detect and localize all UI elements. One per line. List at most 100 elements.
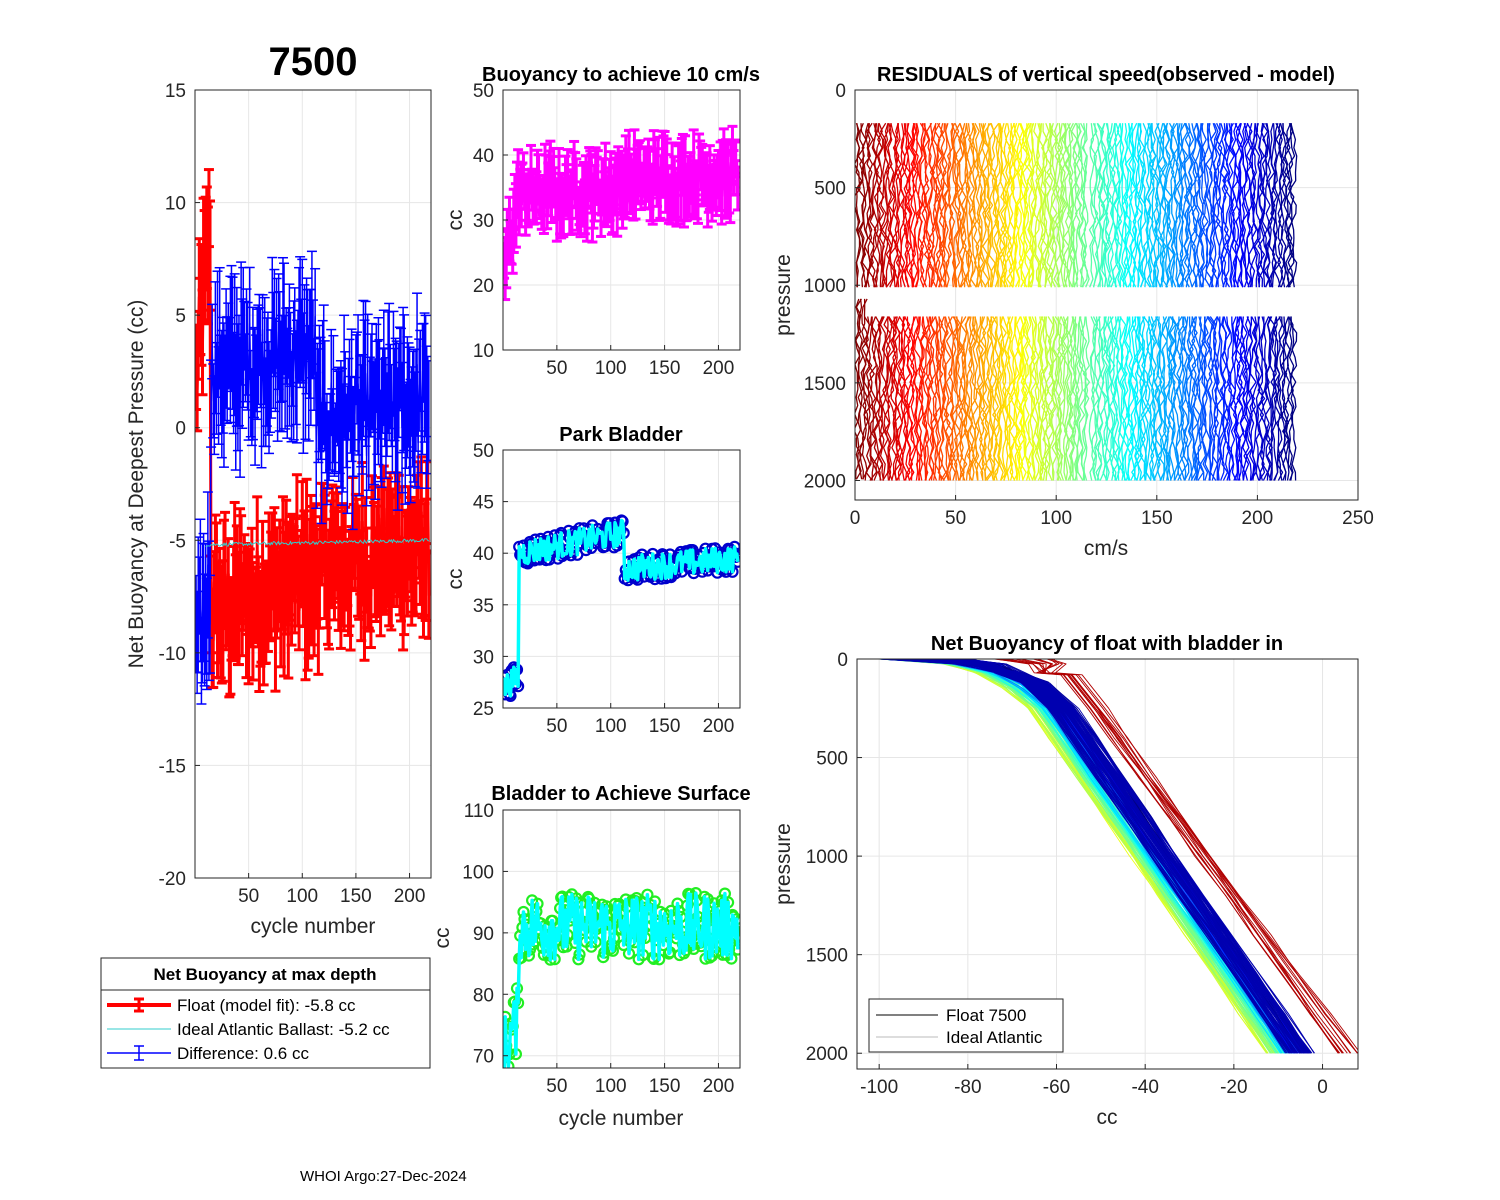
- y-axis-label: cc: [444, 569, 467, 590]
- residual-profile-line: [913, 123, 921, 288]
- residual-profile-line: [1237, 316, 1246, 481]
- residual-profile-line: [1287, 123, 1296, 288]
- residual-profile-line: [1247, 316, 1256, 481]
- x-tick-label: 100: [595, 358, 627, 379]
- y-tick-label: 45: [473, 493, 494, 514]
- residual-profile-line: [1065, 316, 1072, 481]
- residual-profile-line: [1052, 122, 1060, 288]
- residual-profile-line: [1082, 123, 1090, 288]
- y-tick-label: 50: [473, 81, 494, 102]
- ticks: 50 100 150 200 110 100 90 80 70: [462, 801, 734, 1097]
- residual-profile-line: [962, 123, 970, 288]
- residual-profile-line: [1034, 123, 1042, 288]
- residual-profile-line: [1234, 122, 1242, 288]
- residual-profile-line: [1153, 316, 1161, 481]
- net-buoyancy-profile-panel: Net Buoyancy of float with bladder in -1…: [772, 633, 1359, 1129]
- x-tick-label: 150: [649, 1076, 681, 1097]
- residual-profile-line: [1177, 123, 1185, 288]
- data-layer: [879, 659, 1358, 1054]
- residual-profile-line: [1229, 123, 1238, 288]
- residual-profile-line: [1124, 123, 1133, 288]
- residual-profile-line: [1213, 316, 1221, 481]
- difference-series-line: [195, 313, 430, 662]
- buoyancy-10cms-panel: Buoyancy to achieve 10 cm/s 50 100 150 2005…: [444, 64, 760, 379]
- residual-profile-line: [1217, 122, 1225, 288]
- residual-profile-line: [1107, 316, 1115, 481]
- residual-profile-line: [972, 122, 980, 288]
- residual-profile-line: [1076, 123, 1084, 288]
- residual-profile-line: [937, 316, 945, 481]
- axes-box: [854, 89, 1359, 501]
- residual-profile-line: [934, 316, 942, 481]
- residuals-panel: RESIDUALS of vertical speed(observed - m…: [772, 64, 1374, 560]
- residual-profile-line: [1261, 316, 1270, 481]
- residual-profile-line: [1175, 316, 1183, 481]
- residual-profile-line: [1193, 123, 1201, 288]
- residual-profile-line: [1096, 122, 1105, 288]
- residual-profile-line: [1270, 316, 1277, 481]
- panel-title: Bladder to Achieve Surface: [491, 783, 750, 805]
- y-tick-label: 35: [473, 596, 494, 617]
- residual-profile-line: [937, 123, 946, 288]
- residual-profile-line: [1238, 123, 1245, 288]
- data-layer: [195, 168, 431, 705]
- residual-profile-line: [963, 123, 972, 288]
- figure-title: 7500: [269, 40, 358, 84]
- residual-profile-line: [1249, 123, 1257, 288]
- residual-profile-line: [913, 316, 922, 481]
- axes-box: [194, 89, 432, 879]
- residual-profile-line: [985, 123, 994, 288]
- residual-profile-line: [920, 316, 928, 481]
- residual-profile-line: [893, 316, 901, 481]
- residual-profile-line: [1271, 123, 1279, 288]
- x-tick-label: 150: [1141, 508, 1173, 529]
- residual-profile-line: [1110, 123, 1119, 288]
- axes-box: [502, 449, 741, 709]
- x-tick-label: 250: [1342, 508, 1374, 529]
- residual-profile-line: [1179, 316, 1187, 481]
- residual-profile-line: [861, 123, 869, 288]
- residual-profile-line: [871, 123, 879, 288]
- residual-profile-line: [1213, 122, 1221, 288]
- residual-profile-line: [1131, 316, 1139, 481]
- legend-label: Ideal Atlantic: [946, 1028, 1043, 1047]
- y-tick-label: -10: [159, 644, 186, 665]
- y-tick-label: 30: [473, 647, 494, 668]
- y-tick-label: -5: [169, 531, 186, 552]
- legend-entry-float: Float (model fit): -5.8 cc: [107, 996, 356, 1015]
- residual-profile-line: [1259, 123, 1268, 288]
- residual-profile-line: [875, 122, 883, 288]
- residual-profile-line: [855, 122, 863, 288]
- park-series-line: [503, 518, 740, 698]
- residual-profile-line: [1153, 122, 1161, 288]
- residual-profile-line: [1179, 122, 1186, 288]
- y-tick-label: 80: [473, 985, 494, 1006]
- y-tick-label: 0: [835, 81, 846, 102]
- residual-profile-line: [1169, 316, 1177, 481]
- legend-title: Net Buoyancy at max depth: [154, 965, 377, 984]
- x-tick-label: 50: [546, 1076, 567, 1097]
- residual-profile-line: [899, 123, 907, 288]
- y-tick-label: -20: [159, 869, 186, 890]
- residual-profile-line: [1112, 316, 1120, 481]
- residual-profile-line: [1042, 316, 1050, 481]
- x-tick-label: 50: [945, 508, 966, 529]
- y-tick-label: 30: [473, 211, 494, 232]
- residual-profile-line: [1094, 316, 1103, 481]
- x-axis-label: cm/s: [1084, 537, 1128, 560]
- y-tick-label: 500: [814, 179, 846, 200]
- residual-profile-line: [1006, 123, 1014, 288]
- x-tick-label: -80: [954, 1077, 981, 1098]
- y-tick-label: 15: [165, 81, 186, 102]
- residual-profile-line: [1167, 122, 1175, 288]
- residual-profile-line: [1197, 316, 1205, 481]
- residual-profile-line: [1167, 316, 1175, 481]
- grid: [503, 449, 740, 709]
- x-tick-label: -60: [1043, 1077, 1070, 1098]
- residual-profile-line: [1281, 123, 1290, 288]
- data-layer: [503, 886, 740, 1068]
- residual-profile-line: [1098, 122, 1107, 288]
- y-axis-label: pressure: [772, 823, 795, 905]
- y-tick-label: 1500: [804, 374, 846, 395]
